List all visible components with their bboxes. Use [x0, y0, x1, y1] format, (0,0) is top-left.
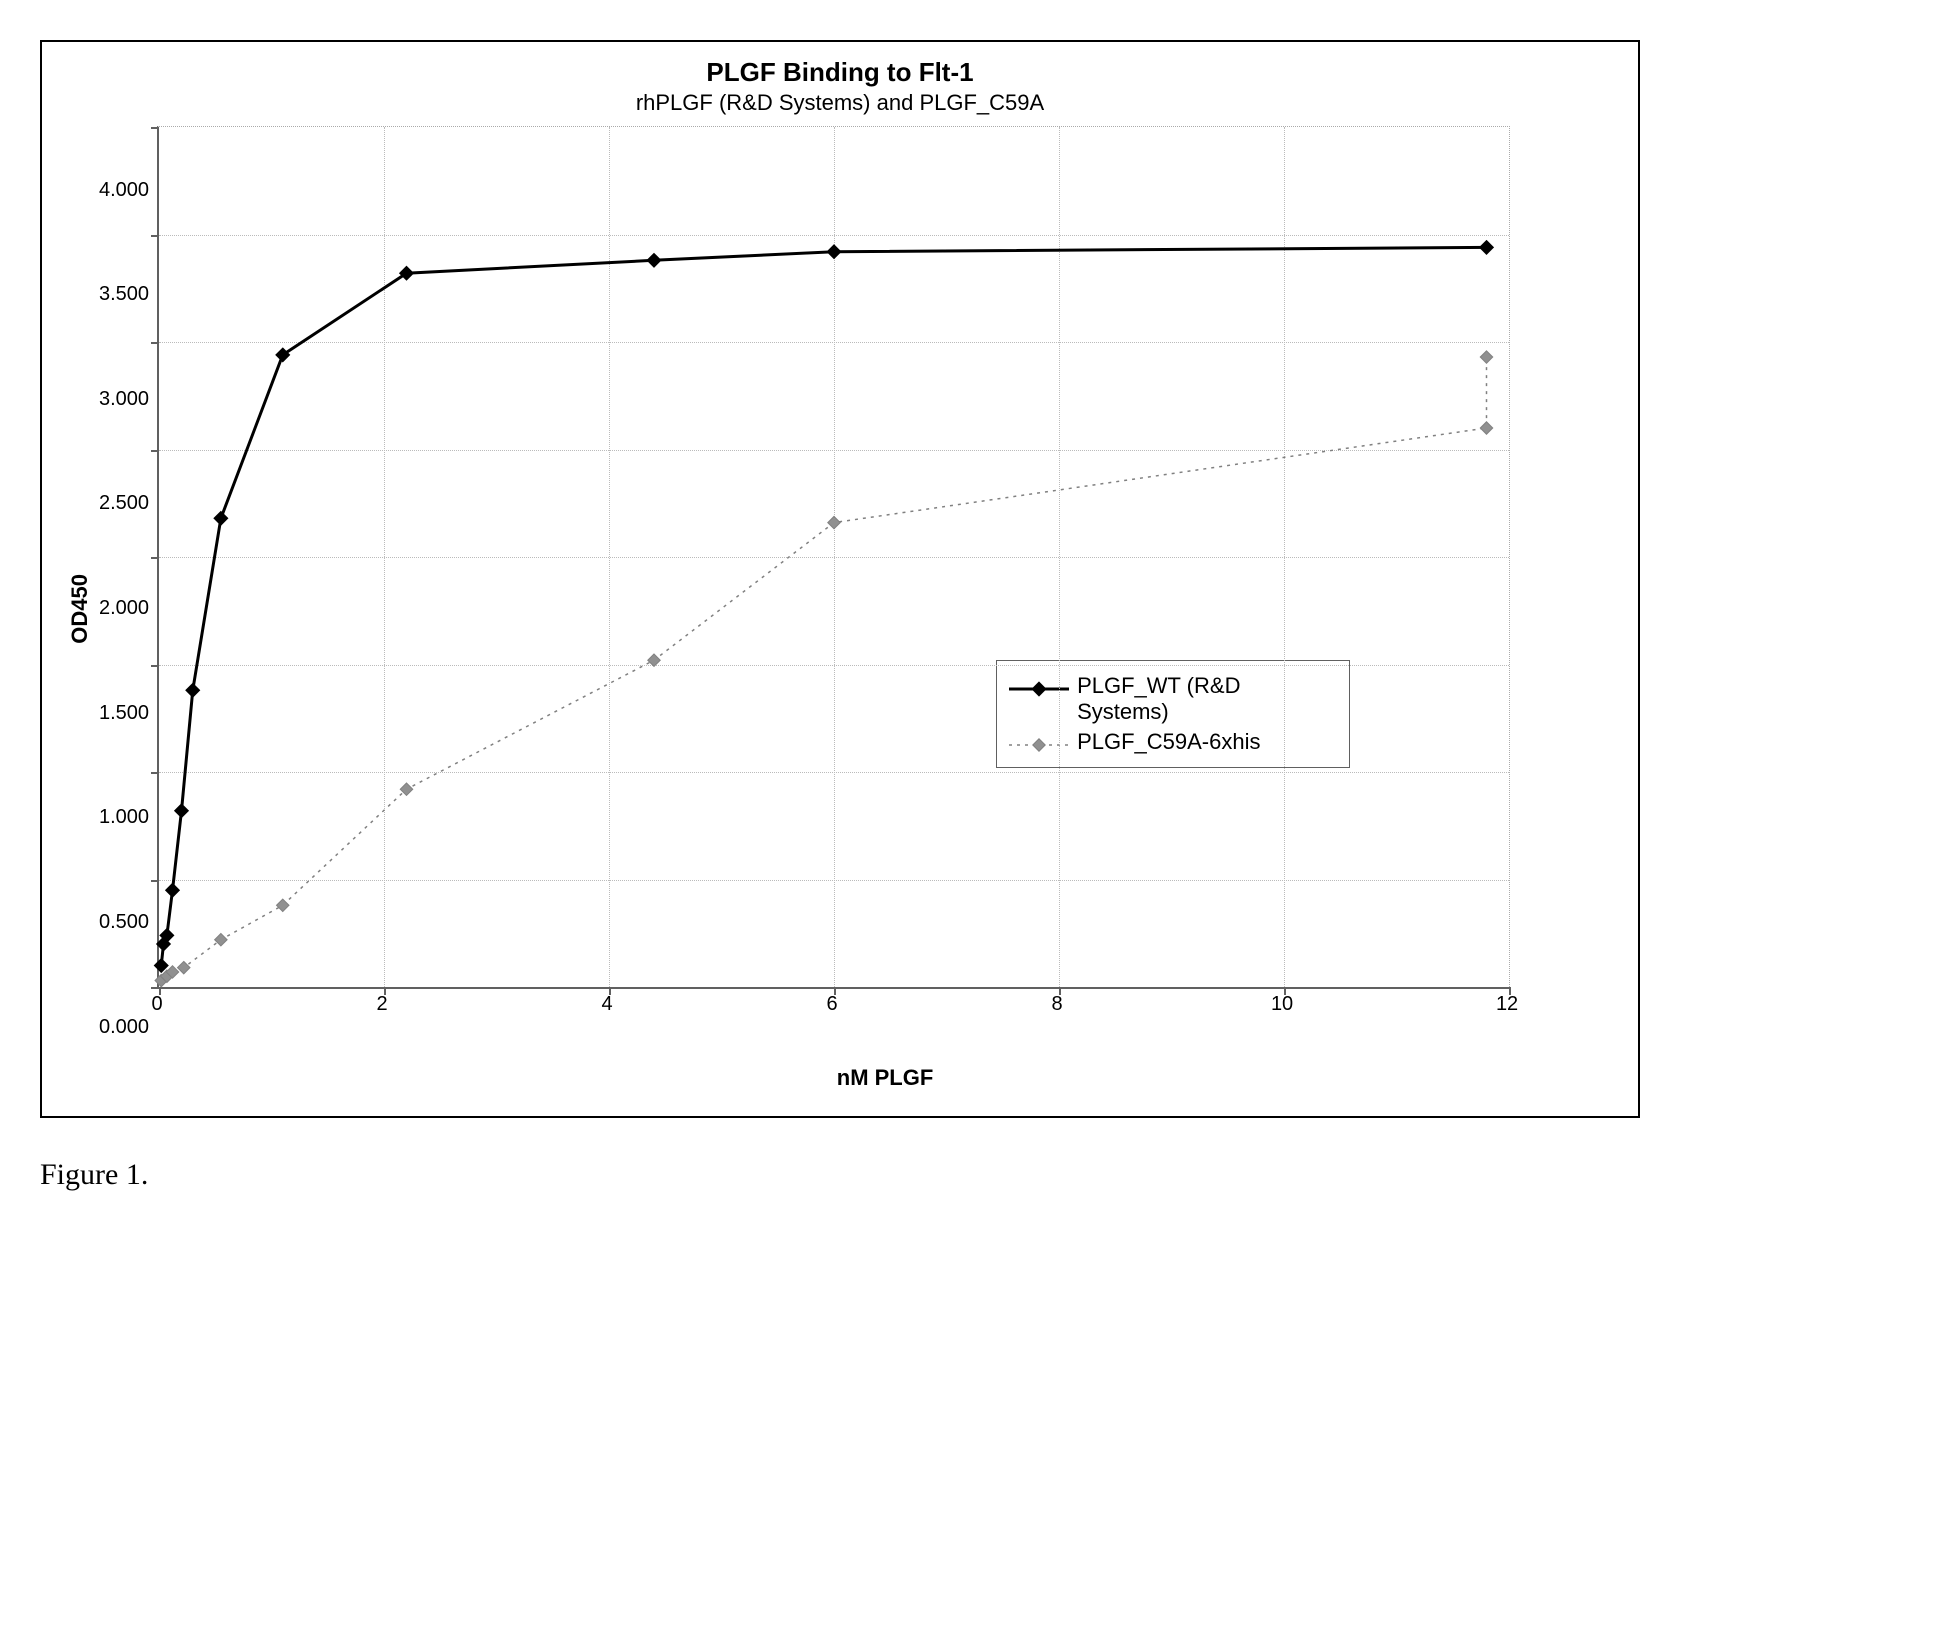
- chart-frame: PLGF Binding to Flt-1 rhPLGF (R&D System…: [40, 40, 1640, 1118]
- y-tick-label: 0.000: [99, 1016, 149, 1039]
- y-tick-label: 3.000: [99, 388, 149, 411]
- y-tick-label: 0.500: [99, 911, 149, 934]
- plot-column: PLGF_WT (R&D Systems)PLGF_C59A-6xhis 024…: [157, 126, 1613, 1091]
- y-tick-mark: [151, 665, 159, 667]
- y-tick-mark: [151, 127, 159, 129]
- chart-subtitle: rhPLGF (R&D Systems) and PLGF_C59A: [67, 90, 1613, 116]
- chart-title: PLGF Binding to Flt-1: [67, 57, 1613, 88]
- y-tick-mark: [151, 450, 159, 452]
- y-tick-label: 2.000: [99, 597, 149, 620]
- y-tick-mark: [151, 880, 159, 882]
- x-axis-label: nM PLGF: [157, 1065, 1613, 1091]
- x-axis-ticks: 024681012: [157, 989, 1507, 1025]
- x-tick-label: 6: [827, 993, 838, 1016]
- x-tick-label: 10: [1271, 993, 1293, 1016]
- x-tick-label: 0: [152, 993, 163, 1016]
- y-tick-label: 1.500: [99, 702, 149, 725]
- y-tick-mark: [151, 235, 159, 237]
- y-tick-label: 4.000: [99, 179, 149, 202]
- figure-container: PLGF Binding to Flt-1 rhPLGF (R&D System…: [40, 40, 1640, 1192]
- y-tick-label: 1.000: [99, 806, 149, 829]
- y-tick-mark: [151, 772, 159, 774]
- y-tick-mark: [151, 342, 159, 344]
- x-tick-label: 8: [1052, 993, 1063, 1016]
- y-tick-label: 2.500: [99, 492, 149, 515]
- y-tick-label: 3.500: [99, 283, 149, 306]
- y-axis-label: OD450: [67, 574, 93, 644]
- y-axis-ticks: 4.000 3.500 3.000 2.500 2.000 1.500 1.000 0.500…: [99, 179, 157, 1039]
- y-tick-mark: [151, 557, 159, 559]
- plot-wrap: OD450 4.000 3.500 3.000 2.500 2.000 1.500 1.00…: [67, 126, 1613, 1091]
- x-tick-label: 2: [377, 993, 388, 1016]
- figure-caption: Figure 1.: [40, 1158, 1640, 1192]
- x-tick-label: 12: [1496, 993, 1518, 1016]
- series-1: [159, 127, 1509, 987]
- plot-area: PLGF_WT (R&D Systems)PLGF_C59A-6xhis: [157, 126, 1510, 989]
- x-tick-label: 4: [602, 993, 613, 1016]
